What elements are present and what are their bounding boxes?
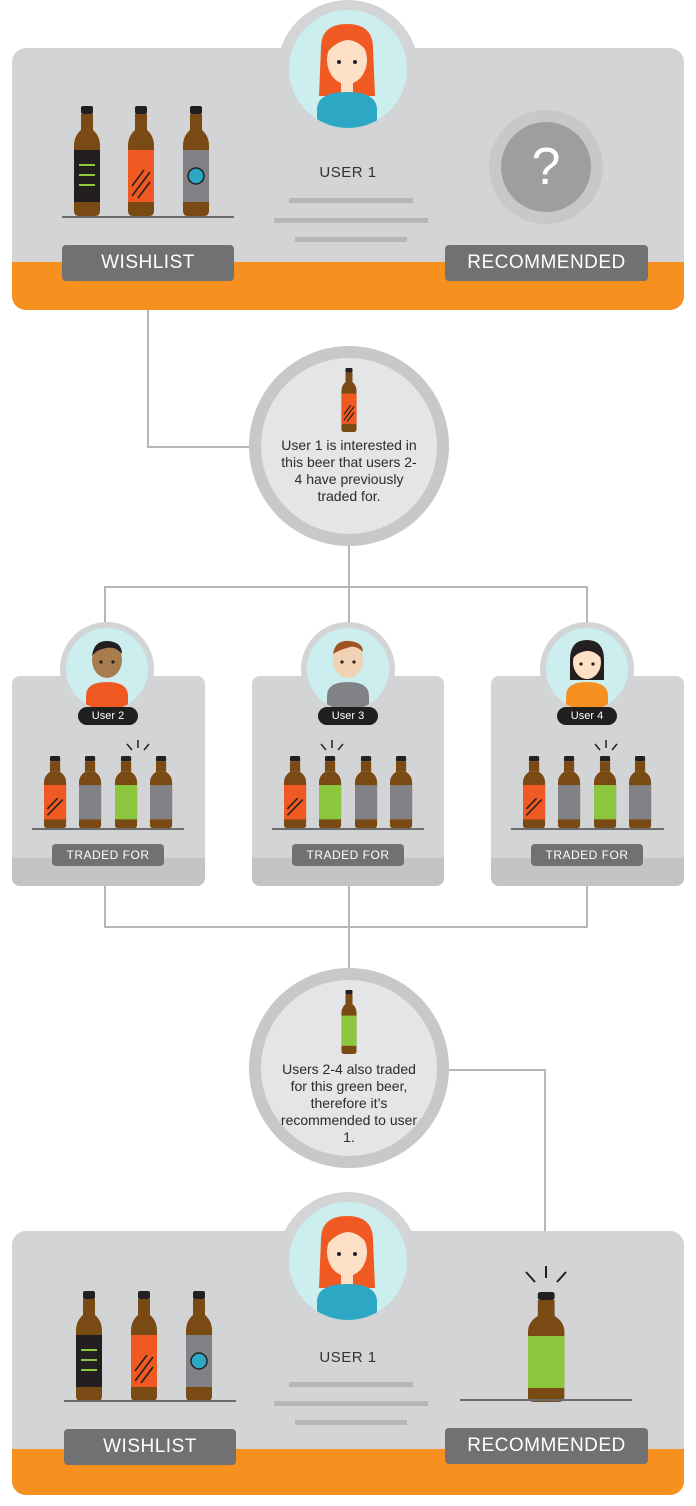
step1-orange-bottle-icon bbox=[341, 368, 357, 432]
beer-bottle-icon bbox=[523, 756, 546, 829]
sparkle-icon bbox=[320, 740, 344, 751]
recommended-shelf bbox=[460, 1399, 632, 1401]
beer-bottle-icon bbox=[594, 756, 617, 829]
recommended-unknown-circle: ? bbox=[489, 110, 603, 224]
beer-bottle-icon bbox=[150, 756, 173, 829]
user4-avatar bbox=[546, 628, 628, 710]
user4-shelf bbox=[511, 828, 664, 830]
user3-name-badge: User 3 bbox=[318, 707, 378, 725]
step2-text: Users 2-4 also traded for this green bee… bbox=[280, 1061, 418, 1145]
wishlist-shelf-bottom bbox=[64, 1400, 236, 1402]
wishlist-shelf-top bbox=[62, 216, 234, 218]
connector-user3-down bbox=[348, 586, 350, 630]
connector-users-bottom-horizontal bbox=[104, 926, 588, 928]
user2-avatar-icon bbox=[86, 640, 128, 710]
beer-bottle-icon bbox=[76, 1291, 102, 1401]
beer-bottle-icon bbox=[131, 1291, 157, 1401]
user3-avatar-ring bbox=[301, 622, 395, 716]
connector-step2-right-vertical bbox=[544, 1069, 546, 1231]
connector-users-top-horizontal bbox=[104, 586, 588, 588]
connector-top-left-horizontal bbox=[147, 446, 257, 448]
wishlist-bottles-top bbox=[74, 106, 209, 216]
user1-info-line bbox=[274, 1401, 428, 1406]
beer-bottle-icon bbox=[74, 106, 100, 216]
recommended-green-bottle bbox=[525, 1266, 567, 1402]
step2-green-bottle-icon bbox=[341, 990, 357, 1054]
beer-bottle-icon bbox=[284, 756, 307, 829]
user1-avatar bbox=[289, 10, 407, 128]
wishlist-button[interactable]: WISHLIST bbox=[62, 245, 234, 281]
user2-bottles bbox=[44, 740, 173, 829]
beer-bottle-icon bbox=[183, 106, 209, 216]
user2-traded-for-label: TRADED FOR bbox=[52, 844, 164, 866]
user4-bottles bbox=[523, 740, 652, 829]
user1-avatar-ring-bottom bbox=[277, 1192, 419, 1334]
connector-user2-up bbox=[104, 884, 106, 928]
user3-bottles bbox=[284, 740, 413, 829]
beer-bottle-icon bbox=[629, 756, 652, 829]
user4-name-badge: User 4 bbox=[557, 707, 617, 725]
user1-label-top: USER 1 bbox=[319, 164, 377, 181]
user3-avatar bbox=[307, 628, 389, 710]
sparkle-icon bbox=[525, 1266, 567, 1283]
user1-avatar-icon bbox=[317, 1216, 377, 1320]
user1-avatar-bottom bbox=[289, 1202, 407, 1320]
user1-label-bottom: USER 1 bbox=[319, 1349, 377, 1366]
connector-top-left-vertical bbox=[147, 310, 149, 448]
sparkle-icon bbox=[126, 740, 150, 751]
connector-user2-down bbox=[104, 586, 106, 630]
user2-name-badge: User 2 bbox=[78, 707, 138, 725]
user3-shelf bbox=[272, 828, 424, 830]
beer-bottle-icon bbox=[44, 756, 67, 829]
connector-step2-right-horizontal bbox=[440, 1069, 546, 1071]
beer-bottle-icon bbox=[319, 756, 342, 829]
user4-avatar-ring bbox=[540, 622, 634, 716]
beer-bottle-icon bbox=[79, 756, 102, 829]
beer-bottle-icon bbox=[355, 756, 378, 829]
recommended-button[interactable]: RECOMMENDED bbox=[445, 245, 648, 281]
user1-info-line bbox=[295, 237, 407, 242]
user2-avatar bbox=[66, 628, 148, 710]
beer-bottle-icon bbox=[115, 756, 138, 829]
user1-info-line bbox=[274, 218, 428, 223]
beer-bottle-icon bbox=[390, 756, 413, 829]
wishlist-button-bottom[interactable]: WISHLIST bbox=[64, 1429, 236, 1465]
user4-avatar-icon bbox=[566, 640, 608, 710]
beer-bottle-icon bbox=[528, 1292, 565, 1402]
connector-user4-up bbox=[586, 884, 588, 928]
wishlist-bottles-bottom bbox=[76, 1291, 212, 1401]
user1-avatar-icon bbox=[317, 24, 377, 128]
user4-traded-for-label: TRADED FOR bbox=[531, 844, 643, 866]
connector-step1-down bbox=[348, 540, 350, 588]
user1-info-line bbox=[289, 1382, 413, 1387]
user1-info-line bbox=[295, 1420, 407, 1425]
user1-info-line bbox=[289, 198, 413, 203]
user3-traded-for-label: TRADED FOR bbox=[292, 844, 404, 866]
user2-avatar-ring bbox=[60, 622, 154, 716]
user1-avatar-ring bbox=[277, 0, 419, 142]
step1-text: User 1 is interested in this beer that u… bbox=[281, 437, 417, 504]
connector-user4-down bbox=[586, 586, 588, 630]
user2-shelf bbox=[32, 828, 184, 830]
user3-avatar-icon bbox=[327, 640, 369, 710]
recommended-button-bottom[interactable]: RECOMMENDED bbox=[445, 1428, 648, 1464]
step1-circle bbox=[249, 346, 449, 546]
beer-bottle-icon bbox=[558, 756, 581, 829]
sparkle-icon bbox=[594, 740, 618, 751]
question-mark-icon: ? bbox=[501, 122, 591, 212]
beer-bottle-icon bbox=[128, 106, 154, 216]
beer-bottle-icon bbox=[186, 1291, 212, 1401]
